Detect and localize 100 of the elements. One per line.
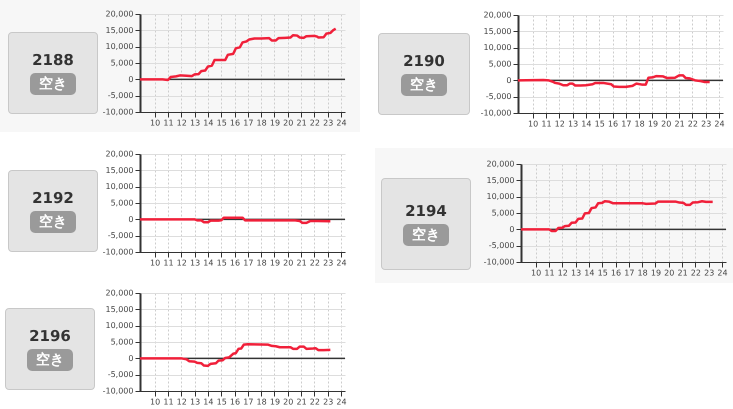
y-tick-label: -5,000 xyxy=(486,92,512,102)
x-tick-label: 19 xyxy=(648,120,658,128)
x-tick-label: 23 xyxy=(323,398,334,406)
text: 空き xyxy=(401,74,447,96)
x-tick-label: 17 xyxy=(243,398,254,406)
x-tick-label: 17 xyxy=(624,268,634,278)
x-tick-label: 21 xyxy=(677,268,688,278)
y-tick-label: 5,000 xyxy=(488,60,512,68)
x-tick-label: 13 xyxy=(570,268,582,278)
y-tick-label: 5,000 xyxy=(110,338,134,346)
x-tick-label: 24 xyxy=(336,118,347,128)
x-tick-label: 17 xyxy=(243,258,254,268)
y-tick-label: 5,000 xyxy=(110,58,134,68)
y-tick-label: 15,000 xyxy=(486,176,514,185)
x-tick-label: 15 xyxy=(594,120,605,128)
text: 空き xyxy=(30,73,76,95)
x-tick-label: 12 xyxy=(176,118,187,128)
x-tick-label: 16 xyxy=(230,258,240,268)
x-tick-label: 15 xyxy=(216,398,227,406)
x-tick-label: 18 xyxy=(638,268,648,278)
y-tick-label: 0 xyxy=(128,74,134,84)
x-tick-label: 22 xyxy=(688,120,698,128)
x-tick-label: 12 xyxy=(176,398,187,406)
x-tick-label: 16 xyxy=(608,120,618,128)
x-tick-label: 19 xyxy=(650,268,662,278)
x-tick-label: 16 xyxy=(610,268,622,278)
x-tick-label: 11 xyxy=(163,398,174,406)
y-tick-label: -10,000 xyxy=(484,258,514,266)
x-tick-label: 10 xyxy=(531,268,542,278)
y-tick-label: 10,000 xyxy=(486,192,514,202)
y-tick-label: -10,000 xyxy=(102,248,134,256)
x-tick-label: 10 xyxy=(150,258,160,268)
x-tick-label: 21 xyxy=(674,120,685,128)
x-tick-label: 20 xyxy=(283,398,294,406)
text: 2190 xyxy=(403,52,445,70)
y-tick-label: 20,000 xyxy=(106,288,134,298)
x-tick-label: 19 xyxy=(270,398,280,406)
x-tick-label: 11 xyxy=(163,118,174,128)
y-tick-label: 5,000 xyxy=(110,198,134,208)
x-tick-label: 24 xyxy=(336,258,347,268)
x-tick-label: 12 xyxy=(558,268,568,278)
x-tick-label: 24 xyxy=(714,120,725,128)
text: 2192 xyxy=(32,189,74,207)
x-tick-label: 22 xyxy=(690,268,701,278)
x-tick-label: 17 xyxy=(243,118,254,128)
text: 空き xyxy=(27,349,73,371)
line-series xyxy=(521,200,714,232)
x-tick-label: 22 xyxy=(310,118,320,128)
y-tick-label: 10,000 xyxy=(106,182,134,192)
line-series xyxy=(518,74,711,88)
y-tick-label: 0 xyxy=(509,224,514,234)
x-tick-label: 14 xyxy=(203,398,214,406)
x-tick-label: 20 xyxy=(661,120,672,128)
x-tick-label: 20 xyxy=(283,258,294,268)
x-tick-label: 11 xyxy=(541,120,552,128)
y-tick-label: -10,000 xyxy=(102,386,134,396)
y-tick-label: -10,000 xyxy=(480,108,512,118)
x-tick-label: 23 xyxy=(701,120,712,128)
x-tick-label: 14 xyxy=(584,268,594,278)
y-tick-label: 0 xyxy=(128,214,134,224)
line-series xyxy=(140,27,337,82)
x-tick-label: 24 xyxy=(717,268,728,278)
y-tick-label: 15,000 xyxy=(106,26,134,35)
y-tick-label: -5,000 xyxy=(108,91,134,100)
x-tick-label: 11 xyxy=(544,268,555,278)
x-tick-label: 14 xyxy=(203,258,214,268)
y-tick-label: 15,000 xyxy=(484,26,512,36)
y-tick-label: 0 xyxy=(128,354,134,363)
x-tick-label: 18 xyxy=(256,398,267,406)
text: 2188 xyxy=(32,51,74,69)
x-tick-label: 20 xyxy=(664,268,674,278)
x-tick-label: 23 xyxy=(704,268,714,278)
y-tick-label: 15,000 xyxy=(106,166,134,175)
x-tick-label: 17 xyxy=(621,120,632,128)
y-tick-label: 15,000 xyxy=(106,304,134,314)
x-tick-label: 16 xyxy=(230,398,240,406)
x-tick-label: 18 xyxy=(256,258,267,268)
text: 空き xyxy=(403,224,449,246)
y-tick-label: 20,000 xyxy=(484,10,512,20)
x-tick-label: 15 xyxy=(216,118,227,128)
x-tick-label: 10 xyxy=(150,118,160,128)
x-tick-label: 23 xyxy=(323,118,334,128)
text: 2194 xyxy=(405,202,447,220)
y-tick-label: -5,000 xyxy=(488,241,514,250)
x-tick-label: 21 xyxy=(296,398,307,406)
line-series xyxy=(140,343,332,368)
x-tick-label: 21 xyxy=(296,258,307,268)
y-tick-label: 10,000 xyxy=(106,42,134,52)
x-tick-label: 20 xyxy=(283,118,294,128)
y-tick-label: 5,000 xyxy=(492,208,514,218)
x-tick-label: 18 xyxy=(634,120,645,128)
x-tick-label: 22 xyxy=(310,398,320,406)
x-tick-label: 21 xyxy=(296,118,307,128)
x-tick-label: 14 xyxy=(581,120,592,128)
x-tick-label: 13 xyxy=(190,398,200,406)
y-tick-label: 0 xyxy=(506,76,512,85)
y-tick-label: 20,000 xyxy=(106,150,134,158)
x-tick-label: 16 xyxy=(230,118,240,128)
y-tick-label: -10,000 xyxy=(102,108,134,116)
x-tick-label: 12 xyxy=(176,258,187,268)
